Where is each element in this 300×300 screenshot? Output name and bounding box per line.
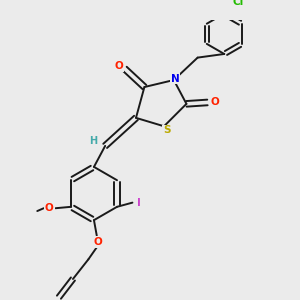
Text: S: S [163,125,171,136]
Text: Cl: Cl [232,0,243,7]
Text: O: O [211,98,220,107]
Text: O: O [94,237,102,247]
Text: H: H [89,136,98,146]
Text: I: I [136,198,140,208]
Text: O: O [45,203,54,213]
Text: N: N [171,74,180,84]
Text: O: O [114,61,123,71]
